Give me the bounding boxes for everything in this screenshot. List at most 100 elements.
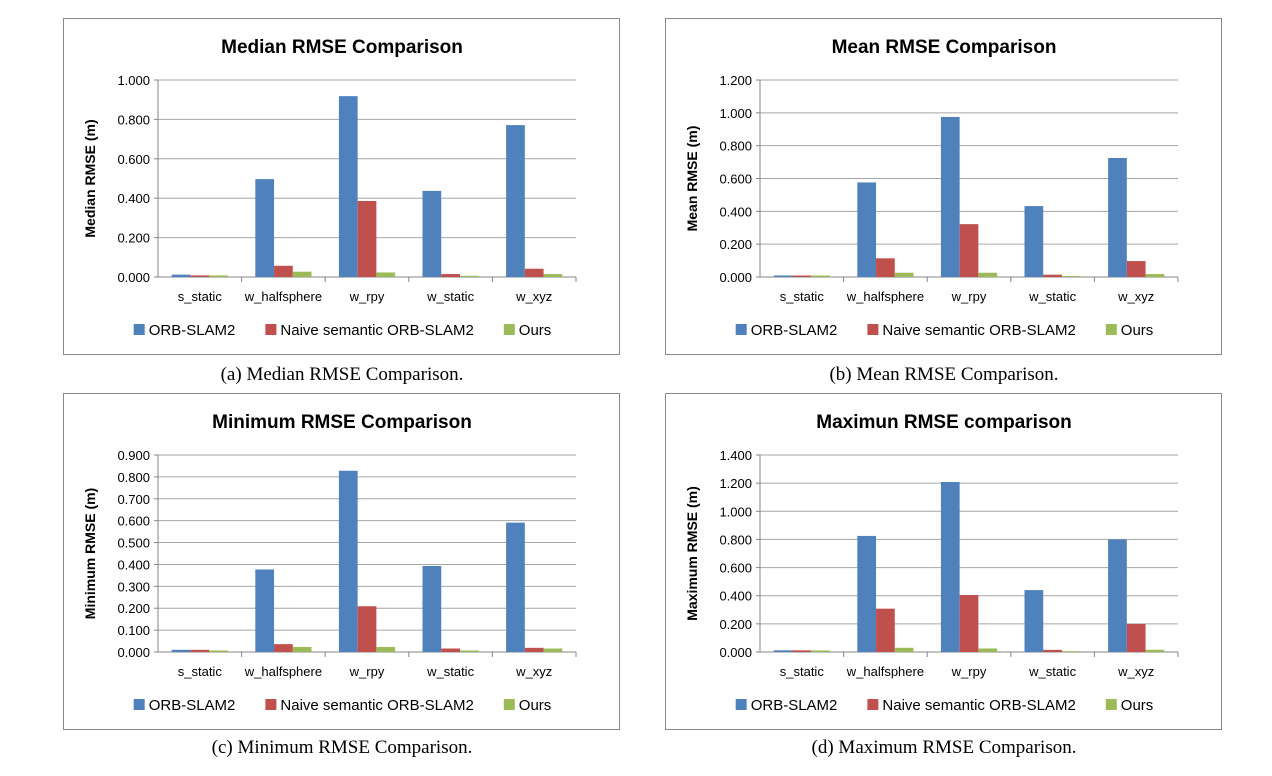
- bar-orb-slam2-w-static: [422, 565, 442, 652]
- y-tick-label: 1.000: [117, 73, 150, 88]
- legend-label: Naive semantic ORB-SLAM2: [280, 322, 473, 339]
- bar-naive-semantic-orb-slam2-w-static: [441, 274, 460, 277]
- y-tick-label: 0.000: [117, 645, 150, 660]
- bar-orb-slam2-w-rpy: [940, 482, 960, 652]
- y-tick-label: 0.200: [719, 237, 752, 252]
- bar-ours-w-xyz: [1145, 649, 1165, 652]
- bar-ours-w-halfsphere: [894, 647, 914, 652]
- bar-ours-w-static: [1061, 276, 1081, 277]
- bar-naive-semantic-orb-slam2-w-xyz: [1126, 623, 1146, 652]
- y-tick-label: 0.800: [117, 470, 150, 485]
- median-chart: Median RMSE Comparison Median RMSE (m) 0.0…: [82, 37, 577, 339]
- bar-naive-semantic-orb-slam2-w-xyz: [1126, 261, 1146, 277]
- legend-label: ORB-SLAM2: [149, 697, 236, 714]
- bar-orb-slam2-w-xyz: [506, 522, 525, 652]
- x-tick-label: w_halfsphere: [244, 289, 322, 304]
- x-tick-label: w_xyz: [1117, 289, 1154, 304]
- bar-orb-slam2-w-halfsphere: [255, 179, 275, 277]
- y-tick-label: 0.600: [719, 561, 752, 576]
- y-axis-label: Mean RMSE (m): [684, 126, 700, 232]
- legend-label: Naive semantic ORB-SLAM2: [882, 697, 1075, 714]
- bar-naive-semantic-orb-slam2-w-xyz: [524, 647, 544, 652]
- x-tick-label: s_static: [780, 664, 825, 679]
- x-tick-label: s_static: [780, 289, 825, 304]
- legend-label: ORB-SLAM2: [149, 322, 236, 339]
- legend-swatch: [1105, 699, 1117, 710]
- chart-panel-mean: Mean RMSE Comparison Mean RMSE (m) 0.000 0.…: [665, 18, 1222, 355]
- y-tick-label: 0.400: [117, 191, 150, 206]
- y-axis-label: Maximum RMSE (m): [684, 486, 700, 621]
- bar-ours-w-static: [1061, 651, 1081, 652]
- y-tick-label: 0.800: [117, 112, 150, 127]
- legend-swatch: [867, 699, 879, 710]
- bar-orb-slam2-w-xyz: [506, 125, 525, 277]
- bar-naive-semantic-orb-slam2-w-halfsphere: [876, 608, 895, 652]
- bar-naive-semantic-orb-slam2-w-halfsphere: [876, 258, 895, 277]
- bar-orb-slam2-w-xyz: [1108, 157, 1127, 277]
- bar-ours-w-rpy: [978, 648, 998, 652]
- x-tick-label: w_xyz: [515, 289, 552, 304]
- x-tick-label: s_static: [178, 289, 223, 304]
- bar-naive-semantic-orb-slam2-s-static: [792, 275, 812, 277]
- legend-label: Ours: [519, 697, 552, 714]
- y-axis-label: Median RMSE (m): [82, 119, 98, 237]
- bar-ours-w-rpy: [376, 646, 396, 652]
- bar-orb-slam2-w-static: [1024, 206, 1044, 277]
- legend-swatch: [735, 699, 747, 710]
- x-tick-label: w_halfsphere: [846, 289, 924, 304]
- chart-panel-minimum: Minimum RMSE Comparison Minimum RMSE (m) 0…: [63, 393, 620, 730]
- bar-ours-w-xyz: [1145, 274, 1165, 277]
- y-tick-label: 0.200: [117, 601, 150, 616]
- y-tick-label: 0.800: [719, 532, 752, 547]
- legend-swatch: [503, 324, 515, 335]
- bar-ours-w-rpy: [978, 272, 998, 277]
- legend-swatch: [133, 324, 145, 335]
- chart-panel-maximum: Maximun RMSE comparison Maximum RMSE (m) 0…: [665, 393, 1222, 730]
- bar-orb-slam2-w-static: [422, 190, 442, 277]
- bar-orb-slam2-s-static: [773, 650, 793, 652]
- y-tick-label: 1.000: [719, 106, 752, 121]
- bar-ours-w-static: [459, 650, 479, 652]
- bar-naive-semantic-orb-slam2-w-halfsphere: [274, 644, 293, 652]
- legend-swatch: [265, 324, 277, 335]
- y-tick-label: 0.900: [117, 448, 150, 463]
- bar-naive-semantic-orb-slam2-w-rpy: [959, 224, 979, 277]
- y-tick-label: 0.200: [117, 231, 150, 246]
- x-tick-label: w_halfsphere: [846, 664, 924, 679]
- bar-naive-semantic-orb-slam2-w-halfsphere: [274, 265, 293, 277]
- y-tick-label: 0.100: [117, 623, 150, 638]
- bar-ours-w-halfsphere: [894, 272, 914, 277]
- bar-naive-semantic-orb-slam2-w-static: [441, 648, 460, 652]
- y-tick-label: 0.600: [719, 172, 752, 187]
- legend-label: ORB-SLAM2: [751, 697, 838, 714]
- legend-swatch: [265, 699, 277, 710]
- bar-naive-semantic-orb-slam2-w-rpy: [357, 606, 377, 652]
- y-tick-label: 0.600: [117, 514, 150, 529]
- mean-chart: Mean RMSE Comparison Mean RMSE (m) 0.000 0.…: [684, 37, 1179, 339]
- x-tick-label: w_rpy: [951, 289, 987, 304]
- maximum-chart: Maximun RMSE comparison Maximum RMSE (m) 0…: [684, 412, 1179, 714]
- bar-naive-semantic-orb-slam2-s-static: [190, 649, 210, 652]
- bar-orb-slam2-w-halfsphere: [857, 182, 877, 277]
- caption-median: (a) Median RMSE Comparison.: [220, 364, 464, 385]
- bar-ours-w-xyz: [543, 648, 563, 652]
- bar-orb-slam2-w-halfsphere: [857, 535, 877, 652]
- chart-title: Mean RMSE Comparison: [832, 37, 1057, 58]
- y-tick-label: 0.400: [117, 557, 150, 572]
- bar-orb-slam2-w-static: [1024, 590, 1044, 652]
- y-axis-label: Minimum RMSE (m): [82, 488, 98, 619]
- x-tick-label: w_static: [1028, 664, 1076, 679]
- x-tick-label: w_static: [426, 664, 474, 679]
- x-tick-label: s_static: [178, 664, 223, 679]
- bar-ours-w-halfsphere: [292, 646, 312, 652]
- bar-ours-w-rpy: [376, 272, 396, 277]
- legend-label: ORB-SLAM2: [751, 322, 838, 339]
- chart-title: Maximun RMSE comparison: [816, 412, 1072, 433]
- bar-orb-slam2-w-halfsphere: [255, 569, 275, 652]
- y-tick-label: 1.400: [719, 448, 752, 463]
- bar-ours-w-xyz: [543, 274, 563, 277]
- y-tick-label: 0.400: [719, 589, 752, 604]
- y-tick-label: 0.800: [719, 139, 752, 154]
- y-tick-label: 0.000: [719, 270, 752, 285]
- y-tick-label: 0.500: [117, 536, 150, 551]
